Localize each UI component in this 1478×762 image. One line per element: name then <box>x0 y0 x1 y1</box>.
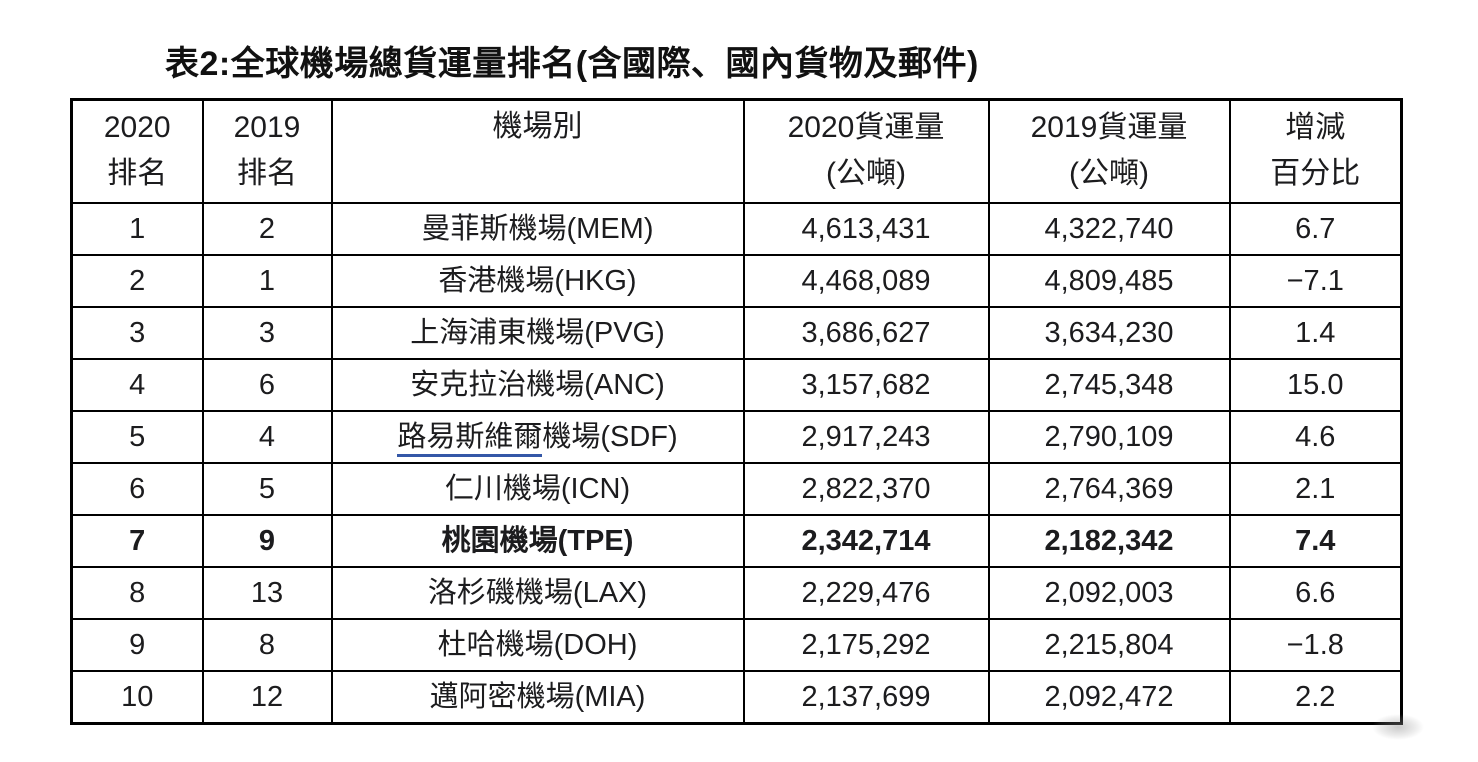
cell-airport: 洛杉磯機場(LAX) <box>330 565 745 620</box>
cell-rank-2019: 13 <box>201 565 333 620</box>
cell-change-percent: 4.6 <box>1228 409 1403 464</box>
table-row: 2 1 香港機場(HKG) 4,468,089 4,809,485 −7.1 <box>70 253 1403 308</box>
cell-cargo-2020: 2,822,370 <box>742 461 990 516</box>
cell-rank-2019: 4 <box>201 409 333 464</box>
airport-name: 機場(SDF) <box>542 420 678 453</box>
cell-change-percent: −7.1 <box>1228 253 1403 308</box>
header-cargo-2020: 2020貨運量 (公噸) <box>742 98 990 204</box>
cell-cargo-2020: 3,686,627 <box>742 305 990 360</box>
cell-cargo-2019: 2,790,109 <box>987 409 1231 464</box>
cell-cargo-2020: 2,917,243 <box>742 409 990 464</box>
airport-name: 上海浦東機場(PVG) <box>410 316 665 349</box>
cell-rank-2020: 9 <box>70 617 204 672</box>
airport-name: 曼菲斯機場(MEM) <box>421 212 654 245</box>
cell-cargo-2019: 2,745,348 <box>987 357 1231 412</box>
cell-cargo-2019: 4,322,740 <box>987 201 1231 256</box>
header-airport: 機場別 <box>330 98 745 204</box>
table-row: 9 8 杜哈機場(DOH) 2,175,292 2,215,804 −1.8 <box>70 617 1403 672</box>
cell-airport: 曼菲斯機場(MEM) <box>330 201 745 256</box>
table-row: 10 12 邁阿密機場(MIA) 2,137,699 2,092,472 2.2 <box>70 669 1403 724</box>
table-row: 6 5 仁川機場(ICN) 2,822,370 2,764,369 2.1 <box>70 461 1403 516</box>
header-change-percent: 增減 百分比 <box>1228 98 1403 204</box>
cell-change-percent: 1.4 <box>1228 305 1403 360</box>
table-row: 8 13 洛杉磯機場(LAX) 2,229,476 2,092,003 6.6 <box>70 565 1403 620</box>
cell-cargo-2019: 2,182,342 <box>987 513 1231 568</box>
cell-airport: 安克拉治機場(ANC) <box>330 357 745 412</box>
cell-cargo-2020: 2,175,292 <box>742 617 990 672</box>
cell-cargo-2020: 3,157,682 <box>742 357 990 412</box>
airport-name: 桃園機場(TPE) <box>441 524 634 557</box>
cell-airport: 杜哈機場(DOH) <box>330 617 745 672</box>
cell-rank-2019: 12 <box>201 669 333 724</box>
cell-rank-2020: 8 <box>70 565 204 620</box>
cell-airport: 仁川機場(ICN) <box>330 461 745 516</box>
airport-name: 邁阿密機場(MIA) <box>429 680 646 713</box>
cell-cargo-2019: 2,215,804 <box>987 617 1231 672</box>
cell-rank-2020: 4 <box>70 357 204 412</box>
table-row: 1 2 曼菲斯機場(MEM) 4,613,431 4,322,740 6.7 <box>70 201 1403 256</box>
cell-airport: 桃園機場(TPE) <box>330 513 745 568</box>
cell-cargo-2019: 3,634,230 <box>987 305 1231 360</box>
cell-airport: 上海浦東機場(PVG) <box>330 305 745 360</box>
cell-rank-2019: 2 <box>201 201 333 256</box>
watermark-fragment <box>1372 714 1424 740</box>
header-rank-2020: 2020 排名 <box>70 98 204 204</box>
cell-change-percent: 15.0 <box>1228 357 1403 412</box>
table-title: 表2:全球機場總貨運量排名(含國際、國內貨物及郵件) <box>165 45 979 83</box>
cell-change-percent: 6.6 <box>1228 565 1403 620</box>
airport-name: 香港機場(HKG) <box>438 264 637 297</box>
airport-name: 仁川機場(ICN) <box>444 472 631 505</box>
cell-airport: 路易斯維爾機場(SDF) <box>330 409 745 464</box>
cell-rank-2019: 3 <box>201 305 333 360</box>
cell-rank-2019: 9 <box>201 513 333 568</box>
cargo-ranking-table: 2020 排名 2019 排名 機場別 2020貨運量 (公噸) 2019貨運量 <box>70 98 1403 725</box>
cell-change-percent: 2.1 <box>1228 461 1403 516</box>
table-row: 4 6 安克拉治機場(ANC) 3,157,682 2,745,348 15.0 <box>70 357 1403 412</box>
cell-change-percent: 6.7 <box>1228 201 1403 256</box>
table-row: 7 9 桃園機場(TPE) 2,342,714 2,182,342 7.4 <box>70 513 1403 568</box>
header-rank-2019: 2019 排名 <box>201 98 333 204</box>
cell-change-percent: 2.2 <box>1228 669 1403 724</box>
cell-cargo-2019: 4,809,485 <box>987 253 1231 308</box>
cell-rank-2019: 5 <box>201 461 333 516</box>
cell-rank-2020: 3 <box>70 305 204 360</box>
cell-cargo-2020: 4,613,431 <box>742 201 990 256</box>
cell-cargo-2019: 2,764,369 <box>987 461 1231 516</box>
airport-name: 安克拉治機場(ANC) <box>410 368 665 401</box>
cell-change-percent: −1.8 <box>1228 617 1403 672</box>
cell-rank-2020: 10 <box>70 669 204 724</box>
cell-cargo-2019: 2,092,472 <box>987 669 1231 724</box>
cell-rank-2019: 6 <box>201 357 333 412</box>
cell-change-percent: 7.4 <box>1228 513 1403 568</box>
cell-cargo-2020: 2,137,699 <box>742 669 990 724</box>
cell-cargo-2020: 4,468,089 <box>742 253 990 308</box>
cell-rank-2019: 8 <box>201 617 333 672</box>
cell-cargo-2020: 2,229,476 <box>742 565 990 620</box>
cell-airport: 邁阿密機場(MIA) <box>330 669 745 724</box>
header-cargo-2019: 2019貨運量 (公噸) <box>987 98 1231 204</box>
cell-rank-2020: 1 <box>70 201 204 256</box>
cell-rank-2019: 1 <box>201 253 333 308</box>
table-row: 5 4 路易斯維爾機場(SDF) 2,917,243 2,790,109 4.6 <box>70 409 1403 464</box>
airport-name: 杜哈機場(DOH) <box>437 628 638 661</box>
cell-cargo-2019: 2,092,003 <box>987 565 1231 620</box>
airport-name: 洛杉磯機場(LAX) <box>427 576 648 609</box>
table-row: 3 3 上海浦東機場(PVG) 3,686,627 3,634,230 1.4 <box>70 305 1403 360</box>
table-body: 1 2 曼菲斯機場(MEM) 4,613,431 4,322,740 6.7 2… <box>70 201 1403 724</box>
cell-rank-2020: 6 <box>70 461 204 516</box>
cell-rank-2020: 2 <box>70 253 204 308</box>
cell-cargo-2020: 2,342,714 <box>742 513 990 568</box>
table-header: 2020 排名 2019 排名 機場別 2020貨運量 (公噸) 2019貨運量 <box>70 98 1403 204</box>
cell-rank-2020: 7 <box>70 513 204 568</box>
cell-airport: 香港機場(HKG) <box>330 253 745 308</box>
airport-underlined-part: 路易斯維爾 <box>397 420 543 457</box>
cell-rank-2020: 5 <box>70 409 204 464</box>
